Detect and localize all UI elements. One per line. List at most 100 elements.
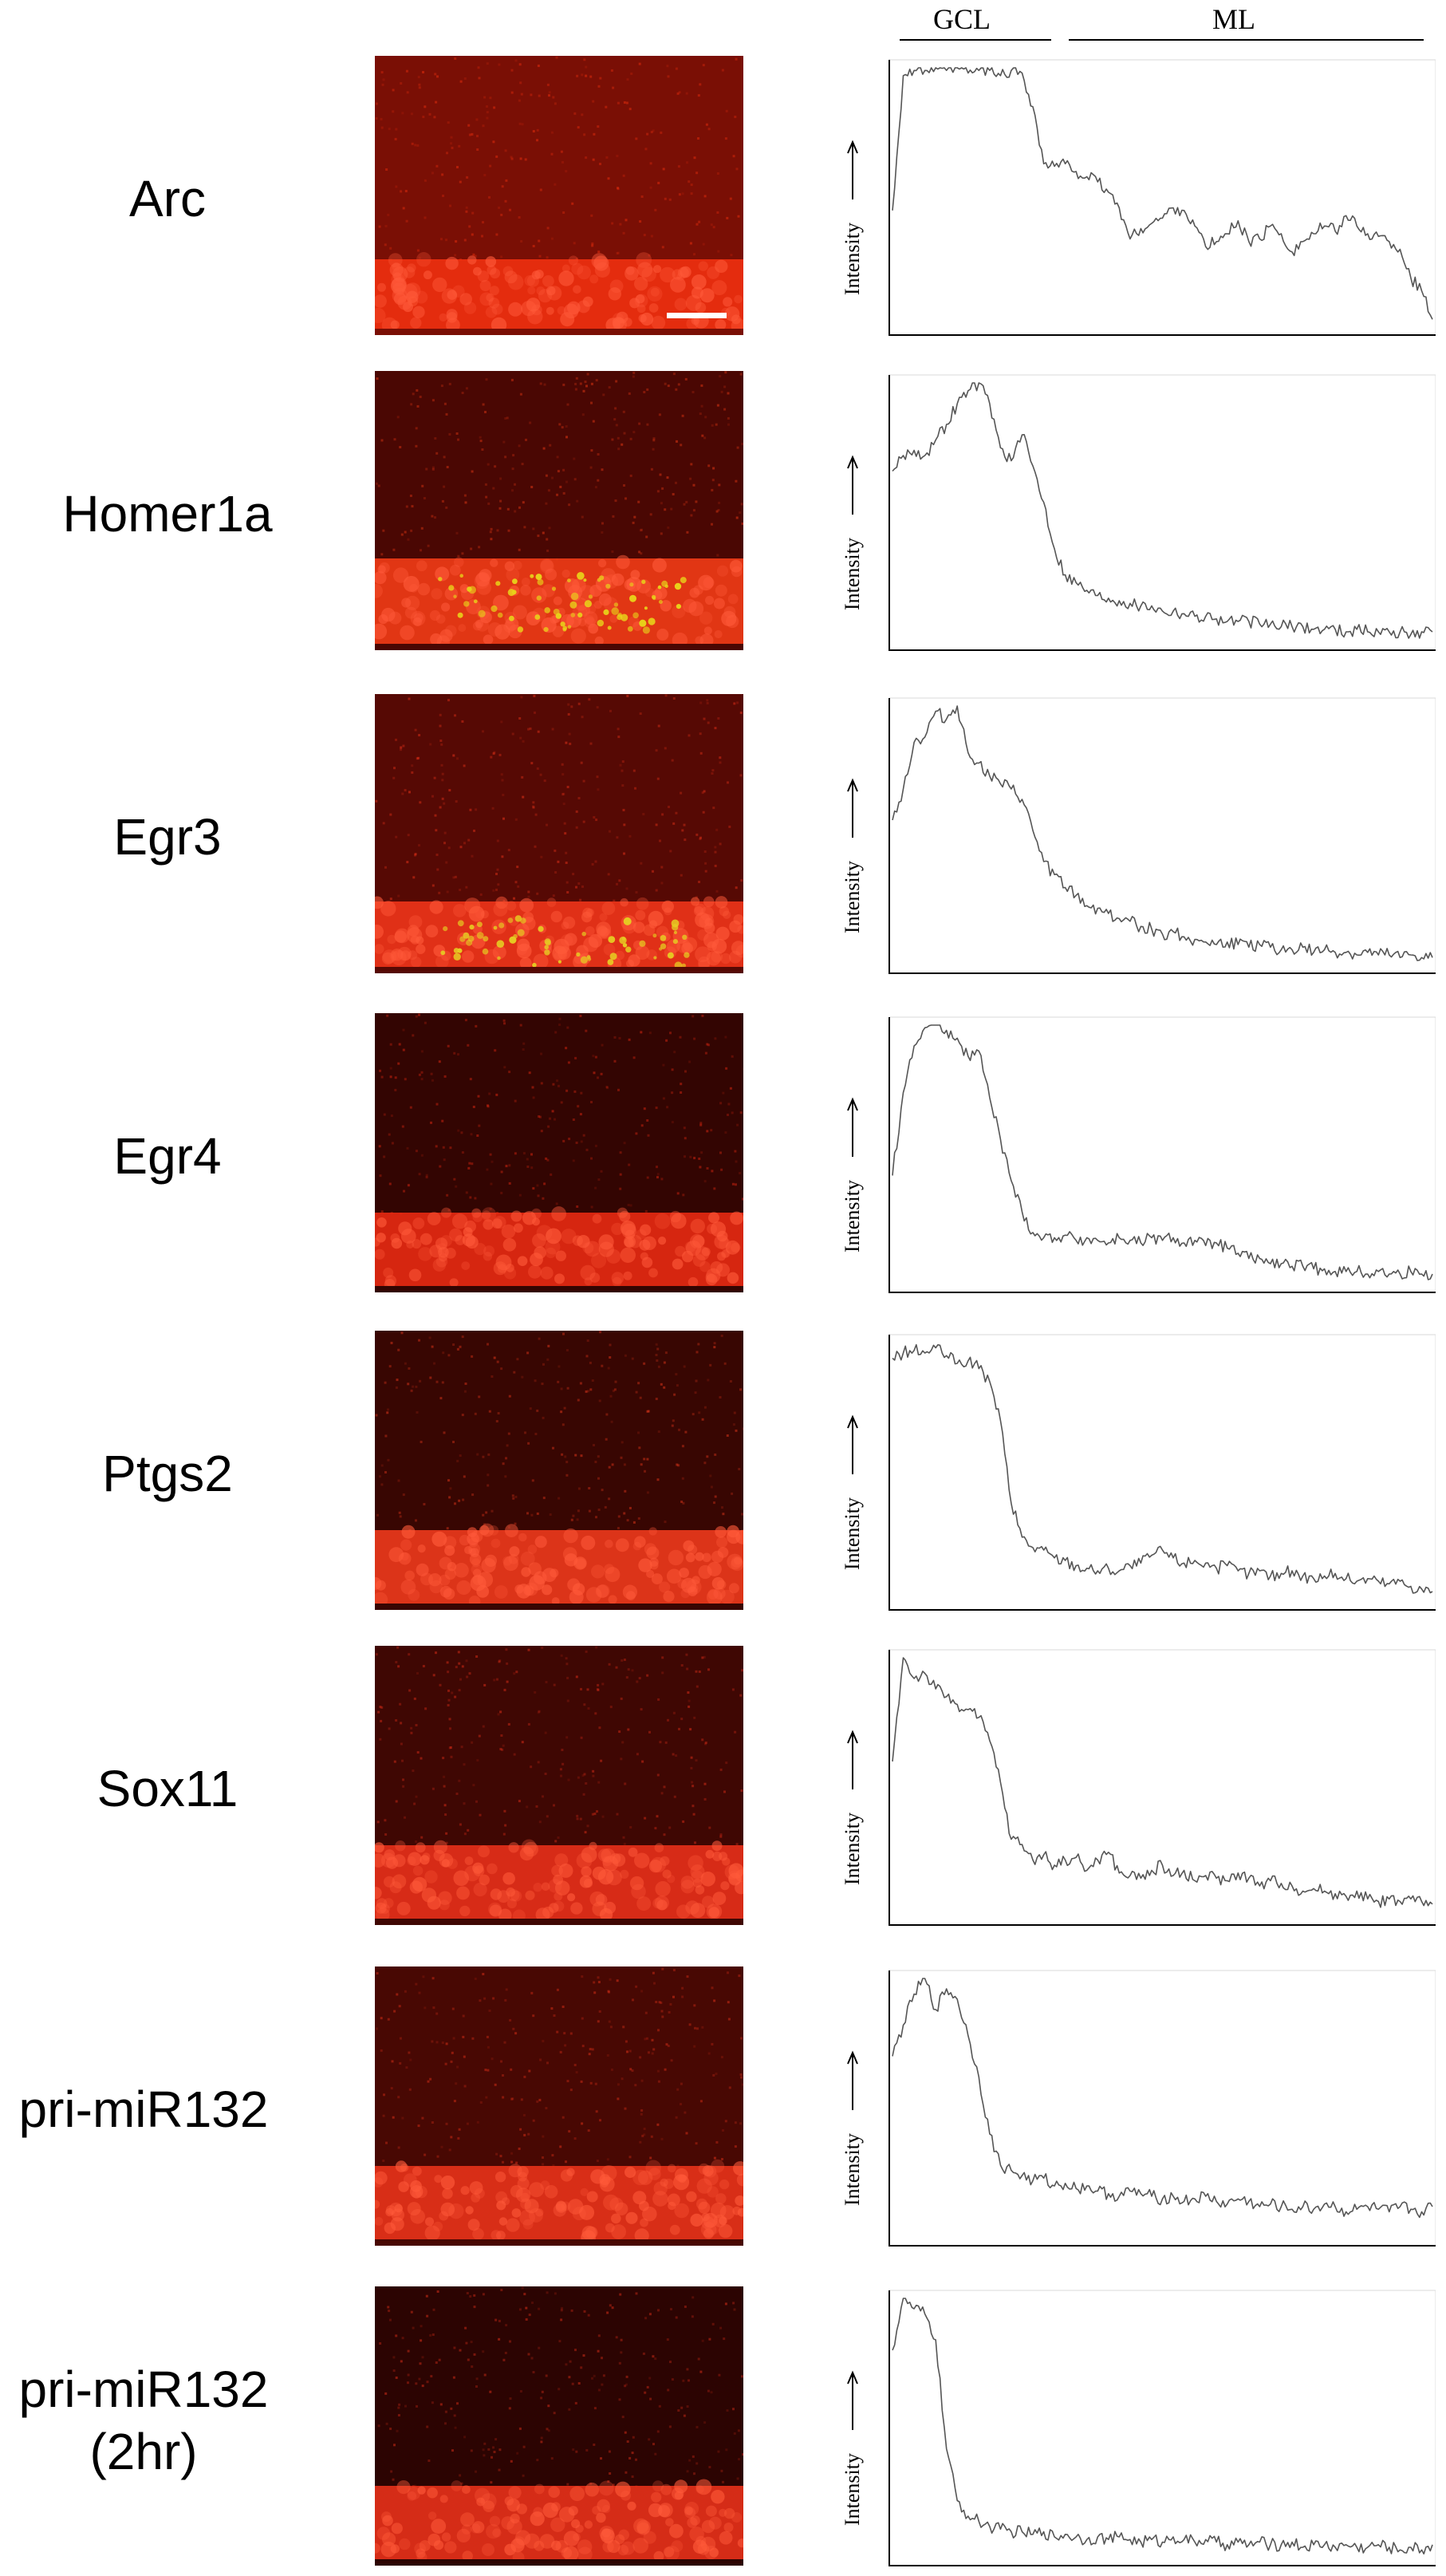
tissue-speckle bbox=[554, 183, 557, 186]
tissue-speckle bbox=[735, 57, 738, 61]
tissue-speckle bbox=[502, 2358, 506, 2361]
plot-frame bbox=[888, 374, 1436, 651]
cell-nucleus bbox=[711, 1840, 723, 1852]
cell-nucleus bbox=[506, 2218, 520, 2232]
tissue-speckle bbox=[597, 1981, 601, 1983]
tissue-speckle bbox=[565, 480, 568, 483]
tissue-speckle bbox=[498, 2448, 502, 2452]
cell-nucleus bbox=[624, 2166, 636, 2178]
tissue-speckle bbox=[513, 1371, 516, 1374]
tissue-speckle bbox=[621, 2077, 624, 2081]
tissue-speckle bbox=[532, 1096, 535, 1099]
cell-nucleus bbox=[542, 584, 555, 598]
bright-signal bbox=[581, 931, 586, 937]
tissue-speckle bbox=[592, 100, 595, 103]
tissue-speckle bbox=[601, 1682, 605, 1686]
tissue-speckle bbox=[479, 2101, 483, 2104]
tissue-speckle bbox=[546, 256, 549, 259]
tissue-speckle bbox=[452, 876, 455, 879]
tissue-speckle bbox=[560, 2309, 563, 2312]
tissue-speckle bbox=[581, 2122, 584, 2125]
cell-nucleus bbox=[495, 1254, 512, 1271]
cell-nucleus bbox=[542, 275, 554, 287]
tissue-speckle bbox=[471, 233, 474, 236]
cell-nucleus bbox=[519, 957, 532, 969]
tissue-speckle bbox=[699, 83, 702, 86]
cell-nucleus bbox=[471, 1208, 482, 1218]
tissue-speckle bbox=[493, 1679, 496, 1682]
cell-nucleus bbox=[542, 1584, 553, 1596]
tissue-speckle bbox=[546, 227, 550, 230]
tissue-speckle bbox=[652, 2355, 655, 2358]
cell-nucleus bbox=[652, 1897, 664, 1909]
tissue-speckle bbox=[694, 2026, 696, 2030]
tissue-speckle bbox=[676, 1463, 679, 1466]
tissue-speckle bbox=[402, 744, 405, 748]
cell-nucleus bbox=[391, 949, 404, 961]
tissue-speckle bbox=[542, 531, 545, 535]
tissue-speckle bbox=[463, 1802, 466, 1805]
tissue-speckle bbox=[686, 1667, 689, 1671]
cell-nucleus bbox=[424, 2217, 435, 2227]
tissue-speckle bbox=[508, 1395, 511, 1398]
tissue-speckle bbox=[689, 477, 692, 480]
gene-label: Ptgs2 bbox=[0, 1442, 335, 1505]
tissue-speckle bbox=[711, 769, 715, 772]
tissue-speckle bbox=[735, 1429, 738, 1432]
tissue-speckle bbox=[703, 1797, 707, 1801]
cell-nucleus bbox=[669, 2224, 680, 2235]
cell-nucleus bbox=[438, 1247, 449, 1258]
cell-nucleus bbox=[650, 287, 660, 297]
cell-nucleus bbox=[609, 614, 618, 623]
cell-nucleus bbox=[632, 2538, 648, 2554]
tissue-speckle bbox=[717, 2450, 720, 2453]
cell-nucleus bbox=[643, 924, 656, 937]
cell-nucleus bbox=[640, 1224, 652, 1236]
tissue-speckle bbox=[666, 65, 669, 68]
tissue-speckle bbox=[486, 62, 489, 65]
tissue-speckle bbox=[507, 1525, 510, 1529]
tissue-speckle bbox=[550, 1173, 553, 1176]
tissue-speckle bbox=[717, 717, 720, 720]
tissue-speckle bbox=[628, 392, 631, 395]
cell-nucleus bbox=[633, 2518, 649, 2534]
cell-nucleus bbox=[388, 1547, 404, 1563]
tissue-speckle bbox=[597, 1683, 600, 1686]
cell-nucleus bbox=[634, 1852, 650, 1868]
cell-nucleus bbox=[383, 1898, 394, 1908]
bright-signal bbox=[543, 627, 549, 633]
bright-signal bbox=[544, 607, 550, 613]
tissue-speckle bbox=[637, 500, 640, 503]
tissue-speckle bbox=[431, 2121, 434, 2124]
tissue-speckle bbox=[399, 1702, 402, 1706]
cell-nucleus bbox=[635, 909, 646, 921]
cell-nucleus bbox=[431, 588, 443, 600]
tissue-speckle bbox=[487, 1473, 490, 1477]
tissue-speckle bbox=[481, 235, 483, 238]
cell-nucleus bbox=[661, 900, 674, 913]
tissue-speckle bbox=[665, 1039, 668, 1042]
cell-nucleus bbox=[699, 913, 715, 929]
tissue-speckle bbox=[660, 2002, 663, 2004]
tissue-speckle bbox=[420, 1071, 424, 1074]
tissue-speckle bbox=[739, 1694, 743, 1697]
tissue-speckle bbox=[726, 1434, 729, 1437]
tissue-speckle bbox=[732, 2408, 735, 2411]
tissue-speckle bbox=[518, 1800, 521, 1803]
tissue-speckle bbox=[474, 1977, 477, 1980]
tissue-speckle bbox=[691, 2455, 695, 2458]
cell-nucleus bbox=[400, 1579, 416, 1595]
tissue-speckle bbox=[688, 1699, 691, 1702]
tissue-speckle bbox=[384, 1434, 388, 1438]
tissue-speckle bbox=[503, 1022, 506, 1025]
tissue-speckle bbox=[496, 839, 499, 842]
tissue-speckle bbox=[516, 866, 519, 869]
tissue-speckle bbox=[482, 1455, 485, 1458]
tissue-speckle bbox=[384, 866, 387, 869]
tissue-speckle bbox=[663, 1833, 666, 1836]
bright-signal bbox=[642, 626, 650, 634]
tissue-speckle bbox=[544, 1773, 547, 1775]
tissue-speckle bbox=[565, 1089, 569, 1092]
tissue-speckle bbox=[464, 501, 467, 504]
tissue-speckle bbox=[538, 2346, 541, 2349]
